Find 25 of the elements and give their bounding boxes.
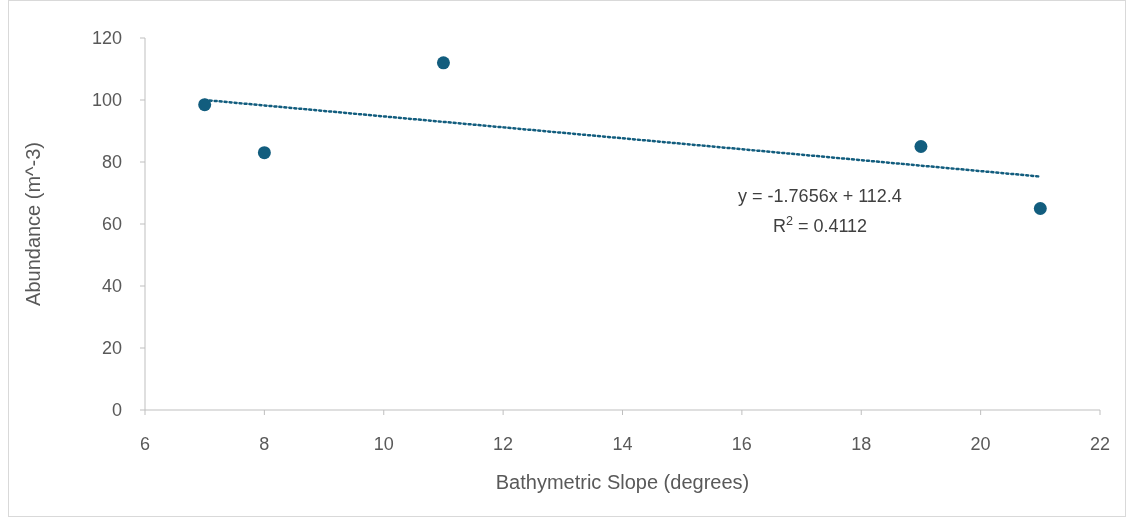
x-tick-label: 22 <box>1089 434 1111 454</box>
point <box>257 146 271 160</box>
y-tick-label: 100 <box>91 90 122 110</box>
y-tick-label: 20 <box>101 338 122 358</box>
point <box>198 98 212 112</box>
x-tick-label: 18 <box>851 434 872 454</box>
x-tick-label: 6 <box>139 434 151 454</box>
x-tick-label: 8 <box>259 434 270 454</box>
x-tick-label: 16 <box>731 434 752 454</box>
y-tick-label: 0 <box>111 400 122 420</box>
x-tick-label: 12 <box>493 434 514 454</box>
y-tick-label: 40 <box>101 276 122 296</box>
y-axis-title: Abundance (m^-3) <box>22 142 44 306</box>
annotation: y = -1.7656x + 112.4 <box>738 186 902 206</box>
y-tick-label: 60 <box>101 214 122 234</box>
point <box>436 56 450 70</box>
x-axis-title: Bathymetric Slope (degrees) <box>495 471 750 493</box>
y-tick-label: 80 <box>101 152 122 172</box>
y-tick-label: 120 <box>91 28 122 48</box>
x-tick-label: 10 <box>373 434 394 454</box>
x-tick-label: 14 <box>612 434 633 454</box>
x-tick-label: 20 <box>970 434 991 454</box>
annotation: R$^{2}$ = 0.4112 <box>772 214 868 236</box>
point <box>1033 202 1047 215</box>
point <box>914 140 928 153</box>
